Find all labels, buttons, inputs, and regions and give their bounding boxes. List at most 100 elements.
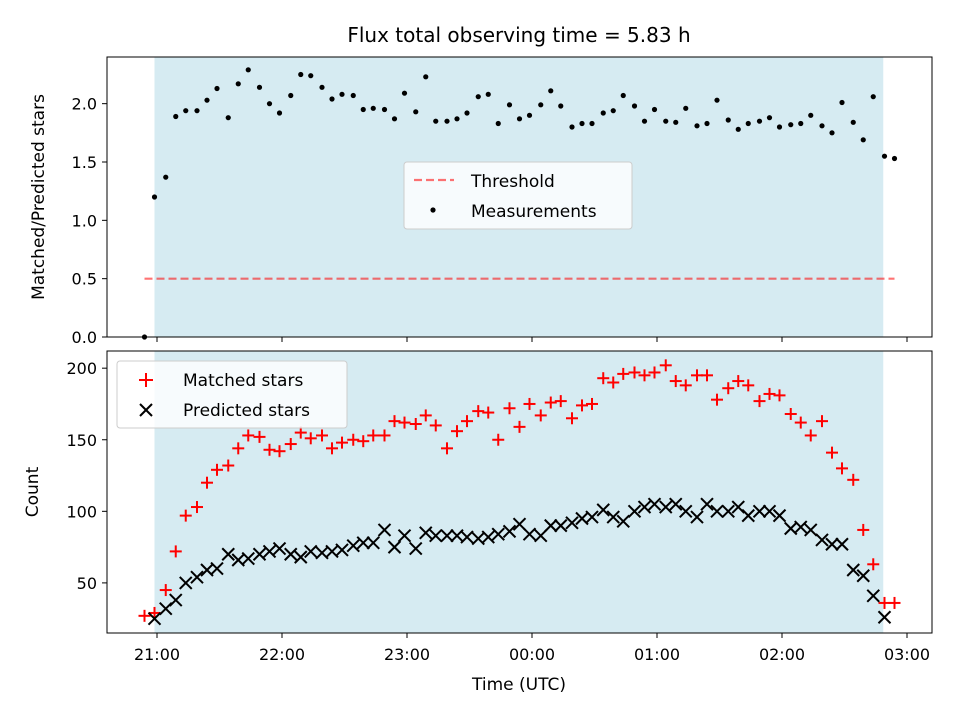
predicted-star-point bbox=[190, 570, 204, 584]
matched-star-point bbox=[472, 405, 485, 418]
predicted-star-point bbox=[481, 530, 495, 544]
measurement-point bbox=[495, 120, 501, 127]
predicted-star-point bbox=[179, 576, 193, 590]
predicted-star-point bbox=[346, 538, 360, 553]
predicted-star-point bbox=[752, 504, 767, 519]
matched-star-point bbox=[836, 462, 848, 475]
predicted-star-point bbox=[627, 504, 642, 519]
predicted-star-point bbox=[169, 593, 183, 607]
predicted-star-point bbox=[304, 544, 318, 559]
measurement-point bbox=[569, 124, 575, 130]
x-tick-label: 00:00 bbox=[509, 645, 555, 664]
measurement-point bbox=[381, 106, 388, 113]
matched-star-point bbox=[482, 406, 495, 419]
count-y-axis: 50 100 150 200 bbox=[66, 359, 107, 593]
measurement-point bbox=[308, 73, 314, 79]
predicted-star-point bbox=[815, 533, 829, 547]
count-y-tick-label: 50 bbox=[77, 574, 97, 593]
measurement-points bbox=[141, 67, 898, 340]
measurement-point bbox=[683, 105, 689, 111]
matched-star-point bbox=[191, 501, 203, 514]
measurements-legend-swatch bbox=[430, 207, 436, 213]
predicted-star-point bbox=[502, 524, 517, 539]
matched-star-point bbox=[316, 429, 328, 442]
measurement-point bbox=[819, 123, 825, 129]
matched-star-point bbox=[326, 442, 338, 455]
measurement-point bbox=[464, 110, 470, 116]
predicted-star-point bbox=[440, 528, 454, 543]
predicted-star-point bbox=[252, 547, 267, 561]
count-panel: 50 100 150 200 21:00 22:00 23:00 00:00 01:00 02:… bbox=[23, 350, 933, 695]
matched-star-point bbox=[169, 545, 182, 558]
matched-star-point bbox=[607, 376, 620, 389]
predicted-star-point bbox=[637, 500, 652, 514]
predicted-star-point bbox=[272, 541, 287, 556]
ratio-x-ticks bbox=[156, 337, 908, 342]
x-tick-label: 02:00 bbox=[759, 645, 805, 664]
measurement-point bbox=[579, 120, 585, 127]
predicted-star-point bbox=[335, 543, 349, 557]
matched-legend-label: Matched stars bbox=[183, 371, 303, 391]
measurement-point bbox=[454, 116, 460, 122]
measurement-point bbox=[391, 116, 398, 122]
measurement-point bbox=[735, 126, 741, 132]
measurement-point bbox=[538, 102, 544, 108]
measurement-point bbox=[704, 120, 710, 127]
predicted-legend-label: Predicted stars bbox=[183, 401, 310, 421]
matched-star-point bbox=[347, 433, 360, 446]
matched-star-point bbox=[461, 415, 473, 428]
ratio-plot-frame bbox=[106, 56, 933, 338]
matched-star-point bbox=[669, 375, 682, 388]
matched-star-point bbox=[388, 415, 401, 428]
ratio-y-axis: 0.0 0.5 1.0 1.5 2.0 bbox=[72, 95, 107, 347]
matched-star-point bbox=[398, 416, 411, 429]
measurement-point bbox=[266, 101, 273, 107]
matched-star-point bbox=[336, 436, 348, 449]
matched-star-point bbox=[201, 476, 213, 489]
ratio-panel: 0.0 0.5 1.0 1.5 2.0 Matched/Predicted stars bbox=[29, 56, 933, 347]
matched-star-point bbox=[357, 435, 370, 448]
measurement-point bbox=[485, 91, 491, 97]
measurement-point bbox=[433, 118, 439, 124]
predicted-star-point bbox=[659, 500, 673, 514]
matched-star-point bbox=[617, 367, 630, 380]
measurement-point bbox=[651, 106, 658, 113]
count-legend: Matched stars Predicted stars bbox=[116, 360, 348, 429]
matched-star-point bbox=[742, 379, 755, 392]
predicted-star-point bbox=[544, 518, 558, 533]
predicted-star-point bbox=[554, 518, 568, 533]
predicted-star-point bbox=[794, 520, 808, 534]
predicted-star-point bbox=[366, 536, 380, 550]
measurement-point bbox=[339, 91, 345, 97]
matched-star-point bbox=[679, 379, 692, 392]
measurement-point bbox=[194, 108, 200, 114]
measurement-point bbox=[256, 84, 263, 90]
predicted-star-point bbox=[596, 503, 610, 517]
measurement-point bbox=[610, 108, 616, 114]
predicted-star-point bbox=[647, 497, 662, 511]
predicted-star-point bbox=[397, 528, 412, 543]
measurement-point bbox=[151, 194, 158, 200]
count-legend-box bbox=[116, 360, 348, 429]
measurement-point bbox=[776, 124, 783, 130]
measurement-point bbox=[589, 120, 595, 127]
measurement-point bbox=[766, 115, 773, 121]
measurement-point bbox=[214, 85, 220, 92]
measurement-point bbox=[360, 106, 366, 113]
predicted-star-point bbox=[606, 510, 620, 524]
predicted-star-point bbox=[846, 563, 860, 577]
measurement-point bbox=[225, 115, 231, 121]
count-plot-frame bbox=[106, 350, 933, 634]
predicted-star-point bbox=[565, 516, 579, 530]
ratio-y-tick-label: 1.5 bbox=[72, 153, 97, 172]
x-tick-label: 03:00 bbox=[884, 645, 930, 664]
measurement-point bbox=[745, 120, 751, 127]
predicted-star-point bbox=[419, 526, 433, 540]
matched-star-point bbox=[263, 443, 276, 456]
measurement-point bbox=[870, 94, 876, 100]
predicted-stars-points bbox=[147, 497, 892, 626]
measurement-point bbox=[850, 119, 856, 125]
ratio-y-tick-label: 0.5 bbox=[72, 270, 97, 289]
measurement-point bbox=[423, 74, 429, 80]
measurement-point bbox=[788, 122, 794, 128]
